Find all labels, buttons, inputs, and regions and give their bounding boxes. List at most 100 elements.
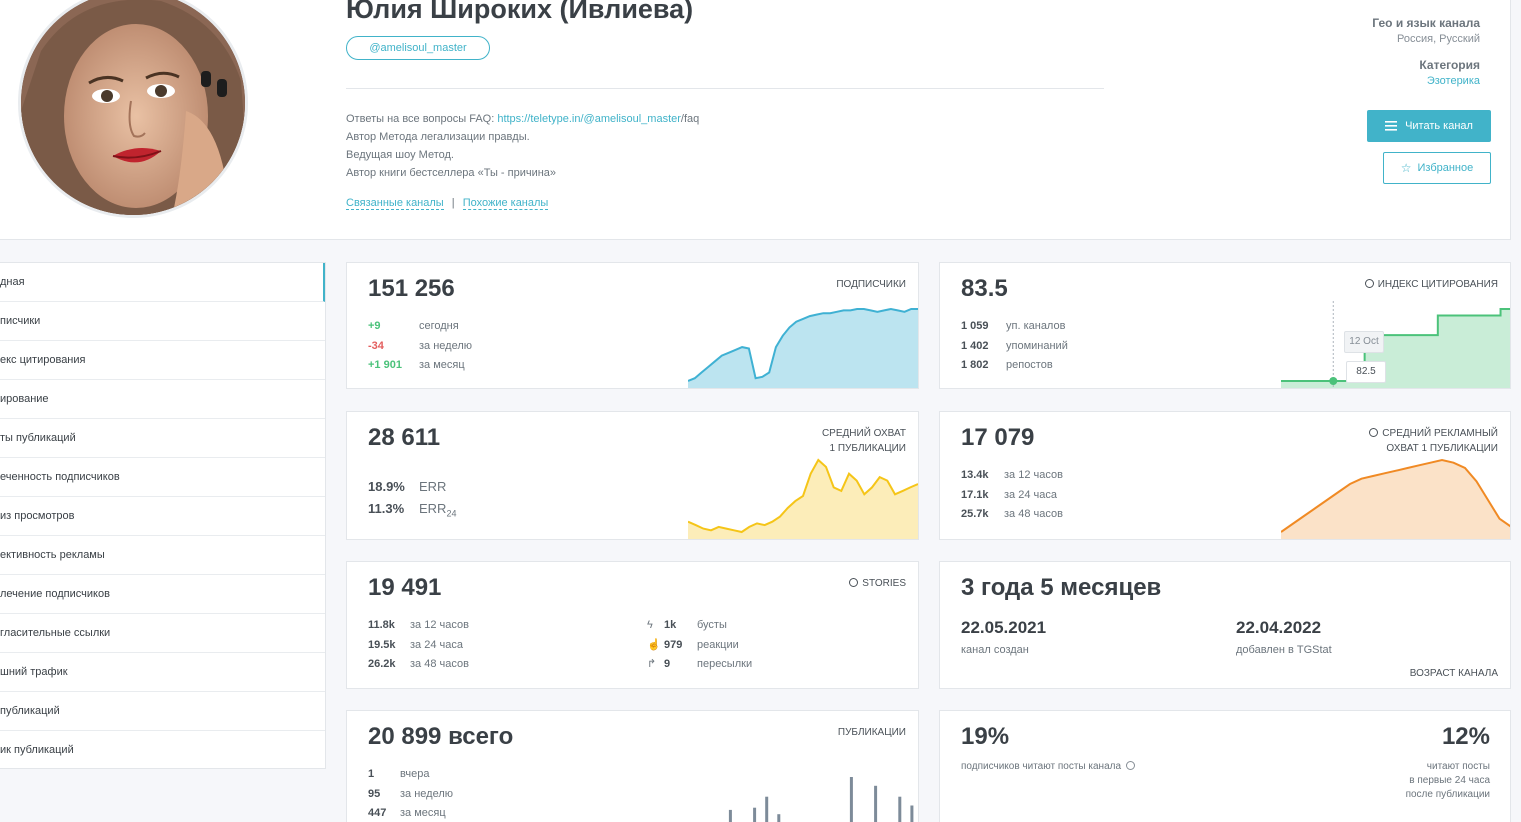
help-icon bbox=[1369, 428, 1379, 437]
channel-username-badge[interactable]: @amelisoul_master bbox=[346, 36, 490, 60]
favorite-label: Избранное bbox=[1417, 162, 1474, 174]
subscribers-stats: +9 сегодня -34 за неделю +1 901 за месяц bbox=[368, 317, 472, 376]
ad-reach-value: 17 079 bbox=[961, 424, 1035, 451]
stat-label: за неделю bbox=[400, 787, 454, 800]
reach-series-line bbox=[688, 458, 918, 534]
reach-label-line: 1 ПУБЛИКАЦИИ bbox=[829, 443, 906, 454]
stat-row: 1 802 репостов bbox=[961, 356, 1068, 376]
category-value[interactable]: Эзотерика bbox=[1426, 75, 1480, 87]
ad-reach-label-line: СРЕДНИЙ РЕКЛАМНЫЙ bbox=[1369, 426, 1498, 441]
subscribers-label: ПОДПИСЧИКИ bbox=[836, 279, 906, 290]
stat-label: реакции bbox=[697, 638, 739, 651]
star-icon: ☆ bbox=[1400, 161, 1412, 175]
sidebar-item-publications[interactable]: публикаций bbox=[0, 692, 325, 731]
stat-number: 1 402 bbox=[961, 339, 989, 352]
channel-age-label: ВОЗРАСТ КАНАЛА bbox=[1409, 668, 1498, 679]
stat-number: 1k bbox=[664, 619, 677, 631]
citation-card[interactable]: 83.5 ИНДЕКС ЦИТИРОВАНИЯ 1 059 уп. каналов… bbox=[939, 262, 1511, 389]
stat-label: репостов bbox=[1006, 359, 1053, 371]
stat-row: 11.8k за 12 часов bbox=[368, 616, 469, 636]
channel-links: Связанные каналы | Похожие каналы bbox=[346, 197, 549, 210]
links-separator: | bbox=[451, 197, 455, 209]
publications-stats: 1 вчера 95 за неделю 447 за месяц bbox=[368, 765, 453, 822]
stat-row: 26.2k за 48 часов bbox=[368, 655, 469, 675]
reach-card[interactable]: 28 611 СРЕДНИЙ ОХВАТ 1 ПУБЛИКАЦИИ 18.9% E… bbox=[346, 411, 919, 540]
stories-label: STORIES bbox=[849, 576, 906, 591]
engagement-24h-line: читают посты bbox=[1426, 761, 1490, 772]
faq-link[interactable]: https://teletype.in/@amelisoul_master bbox=[497, 113, 681, 125]
ad-reach-sparkline bbox=[1281, 458, 1510, 539]
favorite-button[interactable]: ☆ Избранное bbox=[1383, 152, 1491, 184]
ad-reach-card[interactable]: 17 079 СРЕДНИЙ РЕКЛАМНЫЙ ОХВАТ 1 ПУБЛИКА… bbox=[939, 411, 1511, 540]
stat-row: 1 059 уп. каналов bbox=[961, 317, 1068, 337]
citation-label: ИНДЕКС ЦИТИРОВАНИЯ bbox=[1364, 277, 1498, 292]
sidebar-item-external-traffic[interactable]: шний трафик bbox=[0, 653, 325, 692]
stat-number: 13.4k bbox=[961, 469, 989, 481]
sidebar-item-citation[interactable]: ирование bbox=[0, 380, 325, 419]
read-channel-button[interactable]: Читать канал bbox=[1367, 110, 1491, 142]
chart-tooltip-value: 82.5 bbox=[1346, 361, 1386, 383]
sidebar-item-invite-links[interactable]: гласительные ссылки bbox=[0, 614, 325, 653]
stat-number: 9 bbox=[664, 658, 671, 670]
sidebar-item-publication-schedule[interactable]: ик публикаций bbox=[0, 744, 74, 756]
help-icon bbox=[849, 578, 859, 587]
geo-value: Россия, Русский bbox=[1397, 33, 1480, 45]
sidebar-item-subscriber-acquisition[interactable]: лечение подписчиков bbox=[0, 575, 325, 614]
subscribers-series-line bbox=[688, 307, 918, 382]
ad-reach-label-text: СРЕДНИЙ РЕКЛАМНЫЙ bbox=[1382, 428, 1498, 439]
ad-reach-series-area bbox=[1281, 460, 1510, 539]
sidebar-item-engagement[interactable]: еченность подписчиков bbox=[0, 458, 325, 497]
stat-number: +1 901 bbox=[368, 359, 402, 371]
err-row: 18.9% ERR bbox=[368, 476, 456, 498]
sidebar-item-views-analysis[interactable]: из просмотров bbox=[0, 497, 325, 536]
stat-row: 25.7k за 48 часов bbox=[961, 505, 1063, 525]
err24-row: 11.3% ERR24 bbox=[368, 498, 456, 525]
stat-label: за месяц bbox=[400, 807, 446, 819]
stat-row: +1 901 за месяц bbox=[368, 356, 472, 376]
stories-card[interactable]: 19 491 STORIES 11.8k за 12 часов 19.5k за … bbox=[346, 561, 919, 689]
publications-bar bbox=[777, 814, 781, 822]
stat-number: 26.2k bbox=[368, 658, 396, 670]
stat-number: 11.8k bbox=[368, 619, 395, 631]
stories-interactions: ϟ 1k бусты ☝ 979 реакции ↱ 9 пересылки bbox=[647, 616, 752, 675]
related-channels-link[interactable]: Связанные каналы bbox=[346, 197, 444, 210]
citation-series-area bbox=[1281, 309, 1510, 388]
channel-description: Ответы на все вопросы FAQ: https://telet… bbox=[346, 110, 699, 182]
publications-bar bbox=[728, 809, 732, 822]
similar-channels-link[interactable]: Похожие каналы bbox=[462, 197, 549, 210]
subscribers-card[interactable]: 151 256 ПОДПИСЧИКИ +9 сегодня -34 за недел… bbox=[346, 262, 919, 389]
channel-age-value: 3 года 5 месяцев bbox=[961, 574, 1162, 601]
publications-card[interactable]: 20 899 всего ПУБЛИКАЦИИ 1 вчера 95 за неде… bbox=[346, 710, 919, 822]
stat-label: за 24 часа bbox=[410, 638, 463, 651]
stat-row: 95 за неделю bbox=[368, 785, 453, 805]
stat-label: вчера bbox=[400, 768, 430, 780]
stat-label: за неделю bbox=[419, 339, 473, 352]
stories-label-text: STORIES bbox=[862, 578, 906, 589]
sidebar-item-publication-reach[interactable]: ты публикаций bbox=[0, 419, 325, 458]
channel-title: Юлия Широких (Ивлиева) bbox=[346, 0, 694, 24]
added-date: 22.04.2022 bbox=[1236, 618, 1322, 637]
subscribers-sparkline bbox=[688, 307, 918, 388]
sidebar-item-ad-efficiency[interactable]: ективность рекламы bbox=[0, 536, 325, 575]
publications-bar-chart bbox=[728, 777, 914, 822]
help-icon bbox=[1126, 761, 1136, 770]
stat-row: 1 вчера bbox=[368, 765, 453, 785]
reach-label: СРЕДНИЙ ОХВАТ 1 ПУБЛИКАЦИИ bbox=[822, 426, 906, 456]
created-label: канал создан bbox=[961, 644, 1029, 656]
citation-series-line bbox=[1281, 308, 1510, 382]
err24-value: 11.3% bbox=[368, 501, 405, 516]
added-label: добавлен в TGStat bbox=[1236, 644, 1332, 656]
sidebar-item-overview[interactable]: дная bbox=[0, 263, 325, 302]
list-icon bbox=[1385, 121, 1398, 131]
sidebar-item-citation-index[interactable]: екс цитирования bbox=[0, 341, 325, 380]
stat-number: 1 059 bbox=[961, 320, 989, 332]
stat-number: 25.7k bbox=[961, 508, 989, 520]
stat-row: +9 сегодня bbox=[368, 317, 472, 337]
engagement-percent: 19% bbox=[961, 723, 1010, 750]
channel-age-card[interactable]: 3 года 5 месяцев 22.05.2021 канал создан… bbox=[939, 561, 1511, 689]
engagement-card[interactable]: 19% подписчиков читают посты канала 12% … bbox=[939, 710, 1511, 822]
sidebar-item-subscribers[interactable]: писчики bbox=[0, 302, 325, 341]
stat-row: ☝ 979 реакции bbox=[647, 636, 752, 656]
header-divider bbox=[346, 88, 1104, 89]
stat-number: -34 bbox=[368, 339, 384, 352]
